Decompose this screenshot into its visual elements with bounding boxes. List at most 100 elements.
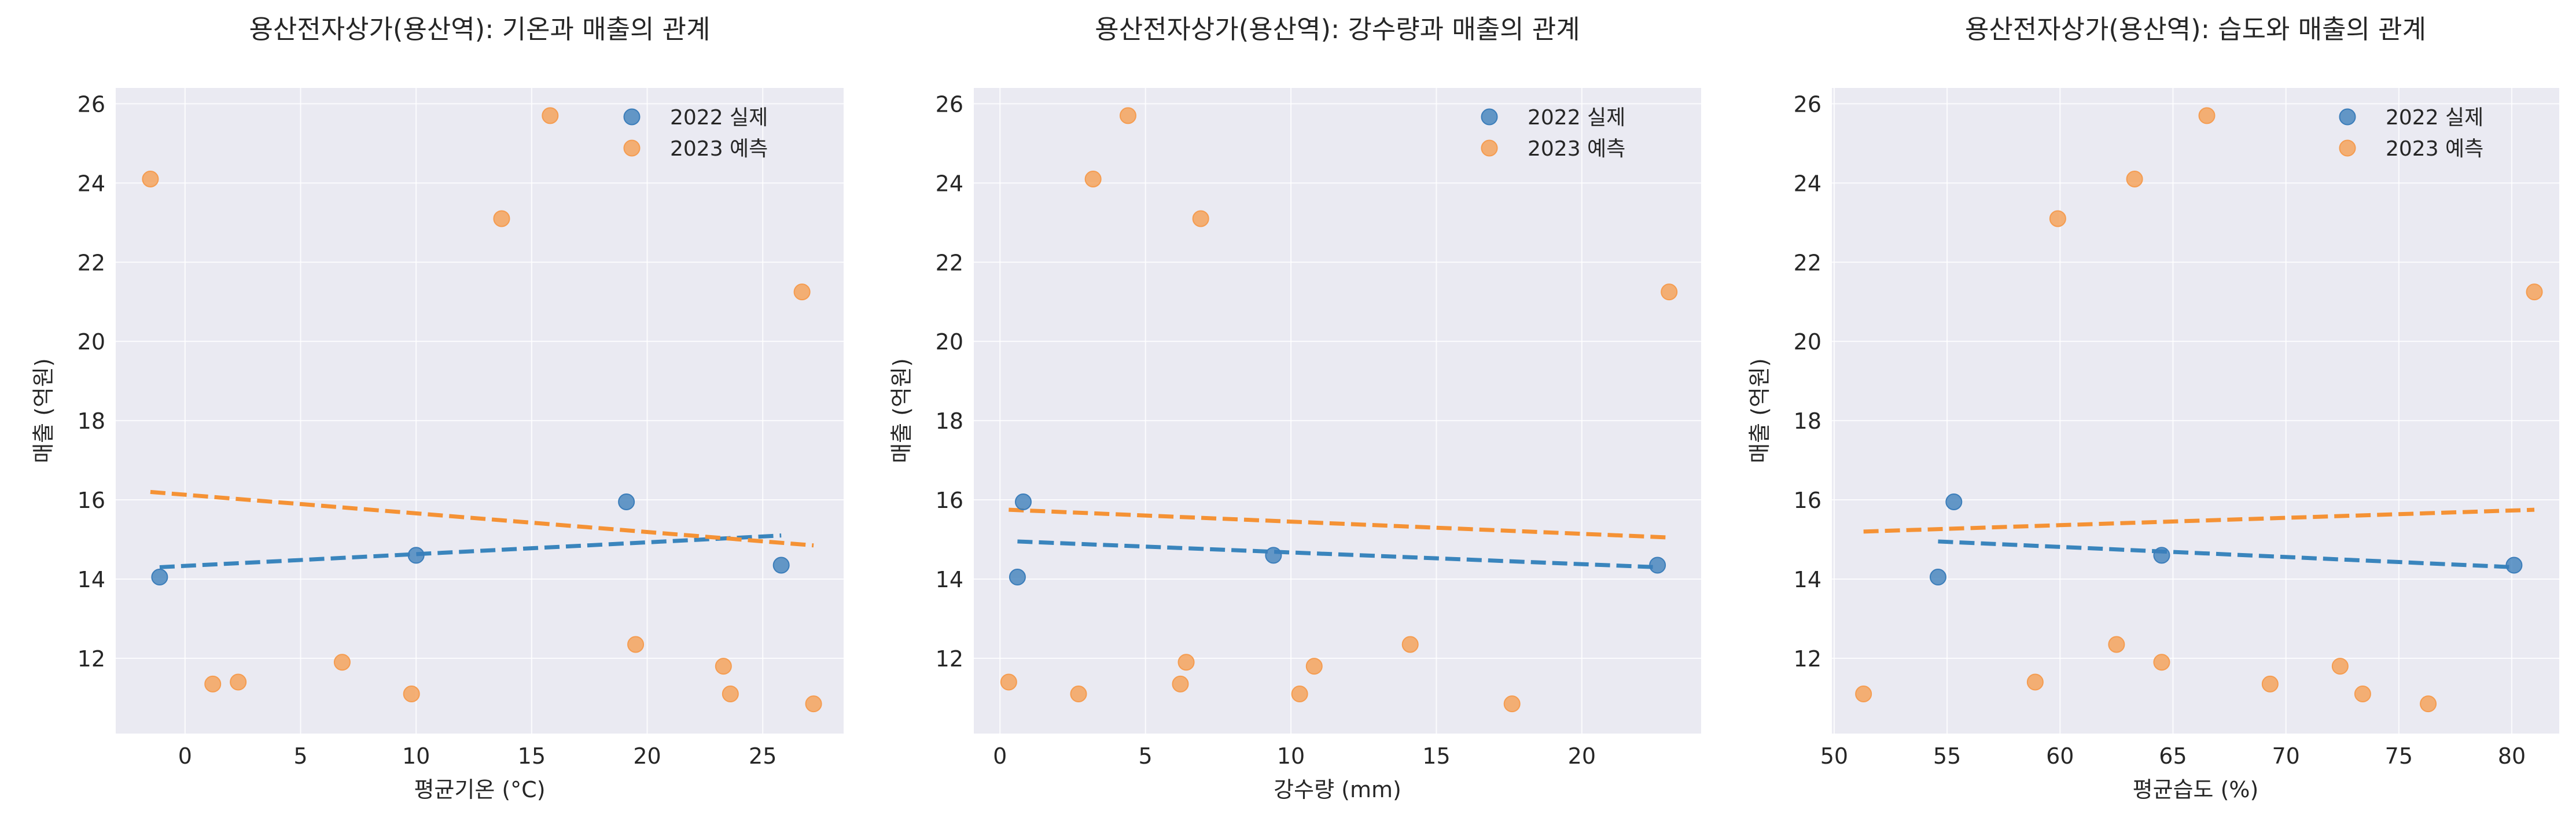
data-point-2023 xyxy=(142,170,159,187)
data-point-2023 xyxy=(722,686,739,703)
legend-marker xyxy=(623,108,641,126)
legend-label: 2023 예측 xyxy=(2386,137,2483,161)
data-point-2022 xyxy=(1014,493,1032,510)
x-tick-label: 15 xyxy=(518,743,546,769)
data-point-2022 xyxy=(1945,493,1963,510)
legend-label: 2022 실제 xyxy=(1528,106,1625,130)
data-point-2023 xyxy=(627,636,645,653)
y-tick-label: 22 xyxy=(936,250,963,275)
x-tick-label: 20 xyxy=(633,743,661,769)
data-point-2023 xyxy=(542,107,559,124)
data-point-2022 xyxy=(618,493,635,510)
data-point-2022 xyxy=(407,547,425,564)
legend-label: 2023 예측 xyxy=(1528,137,1625,161)
trend-line-2023 xyxy=(1863,507,2535,534)
data-point-2022 xyxy=(2505,557,2523,574)
data-point-2023 xyxy=(2153,654,2170,671)
data-point-2022 xyxy=(2153,547,2170,564)
y-tick-label: 24 xyxy=(1794,171,1821,196)
data-point-2022 xyxy=(772,557,790,574)
chart-title: 용산전자상가(용산역): 강수량과 매출의 관계 xyxy=(1095,14,1580,45)
y-tick-label: 14 xyxy=(1794,567,1821,592)
x-tick-label: 50 xyxy=(1820,743,1848,769)
y-tick-label: 20 xyxy=(78,329,105,355)
legend-marker xyxy=(2339,108,2356,126)
x-tick-label: 55 xyxy=(1933,743,1961,769)
y-axis-label: 매출 (억원) xyxy=(31,358,56,463)
y-tick-label: 14 xyxy=(78,567,105,592)
plot-area xyxy=(1832,88,2559,734)
data-point-2023 xyxy=(2108,636,2125,653)
chart-panel-2: 0 5 10 15 20 12 14 16 18 20 22 24 26 용산전자상가(용산역): 강수량… xyxy=(889,14,1701,802)
x-tick-label: 65 xyxy=(2159,743,2187,769)
data-point-2023 xyxy=(403,686,420,703)
y-tick-label: 12 xyxy=(78,646,105,672)
legend-label: 2022 실제 xyxy=(2386,106,2483,130)
trend-line-2022 xyxy=(159,533,782,569)
y-axis-label: 매출 (억원) xyxy=(1747,358,1772,463)
y-tick-label: 26 xyxy=(1794,91,1821,117)
y-tick-label: 16 xyxy=(78,488,105,513)
data-point-2023 xyxy=(1172,675,1189,692)
data-point-2023 xyxy=(2526,283,2543,301)
data-point-2023 xyxy=(2420,695,2437,713)
x-tick-label: 25 xyxy=(749,743,777,769)
y-tick-label: 18 xyxy=(78,408,105,434)
y-tick-label: 26 xyxy=(78,91,105,117)
x-axis-label: 강수량 (mm) xyxy=(1274,777,1401,802)
trend-line-2022 xyxy=(1938,539,2515,569)
plot-area xyxy=(974,88,1701,734)
data-point-2023 xyxy=(493,210,510,227)
data-point-2023 xyxy=(2331,658,2349,675)
trend-line-2023 xyxy=(1009,507,1669,540)
y-tick-label: 24 xyxy=(936,171,963,196)
data-point-2023 xyxy=(805,695,822,713)
trend-line-2023 xyxy=(150,489,814,548)
data-point-2023 xyxy=(1084,170,1102,187)
x-tick-label: 15 xyxy=(1422,743,1450,769)
chart-title: 용산전자상가(용산역): 습도와 매출의 관계 xyxy=(1965,14,2426,45)
chart-title: 용산전자상가(용산역): 기온과 매출의 관계 xyxy=(249,14,711,45)
data-point-2023 xyxy=(2049,210,2066,227)
y-tick-label: 26 xyxy=(936,91,963,117)
data-point-2023 xyxy=(1192,210,1209,227)
y-tick-label: 18 xyxy=(1794,408,1821,434)
y-tick-label: 18 xyxy=(936,408,963,434)
x-tick-label: 5 xyxy=(1139,743,1153,769)
legend-marker xyxy=(1481,108,1498,126)
x-tick-label: 0 xyxy=(178,743,192,769)
data-point-2023 xyxy=(1305,658,1323,675)
data-point-2023 xyxy=(2126,170,2143,187)
data-point-2023 xyxy=(793,283,811,301)
data-point-2023 xyxy=(2354,686,2371,703)
x-axis-label: 평균습도 (%) xyxy=(2133,777,2259,802)
plot-area xyxy=(116,88,844,734)
data-point-2023 xyxy=(1661,283,1678,301)
data-point-2023 xyxy=(2261,675,2279,692)
x-tick-label: 80 xyxy=(2498,743,2526,769)
y-tick-label: 16 xyxy=(1794,488,1821,513)
x-axis-label: 평균기온 (°C) xyxy=(414,777,545,802)
data-point-2022 xyxy=(1009,569,1026,586)
chart-panel-1: 0 5 10 15 20 25 12 14 16 18 20 22 24 26 용산전자상가(용산역): 기… xyxy=(31,14,844,802)
data-point-2022 xyxy=(151,569,168,586)
data-point-2022 xyxy=(1265,547,1282,564)
data-point-2023 xyxy=(1291,686,1308,703)
y-tick-label: 12 xyxy=(1794,646,1821,672)
data-point-2023 xyxy=(2026,673,2044,691)
data-point-2022 xyxy=(1929,569,1946,586)
x-tick-label: 60 xyxy=(2046,743,2074,769)
y-tick-label: 20 xyxy=(1794,329,1821,355)
data-point-2023 xyxy=(1119,107,1136,124)
data-point-2023 xyxy=(1000,673,1017,691)
x-tick-label: 5 xyxy=(293,743,307,769)
x-tick-label: 70 xyxy=(2272,743,2299,769)
data-point-2023 xyxy=(1401,636,1419,653)
data-point-2023 xyxy=(1070,686,1087,703)
x-tick-label: 0 xyxy=(993,743,1007,769)
x-tick-label: 75 xyxy=(2385,743,2413,769)
data-point-2023 xyxy=(715,658,732,675)
legend-marker xyxy=(1481,139,1498,157)
y-tick-label: 22 xyxy=(78,250,105,275)
